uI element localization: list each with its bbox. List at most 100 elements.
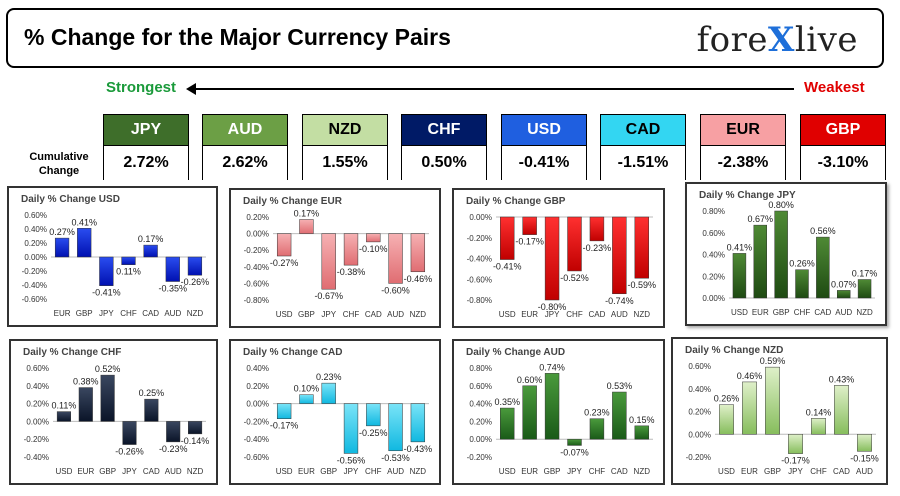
bar-usd bbox=[276, 403, 292, 419]
bar-aud bbox=[612, 216, 627, 295]
x-tick-label: USD bbox=[731, 308, 748, 317]
x-tick-label: AUD bbox=[611, 310, 628, 319]
x-tick-label: CHF bbox=[794, 308, 811, 317]
bar-cad bbox=[144, 398, 159, 422]
data-label: -0.60% bbox=[381, 285, 410, 295]
bar-chart: Daily % Change JPY 0.80% 0.60% 0.40% 0.20% 0.… bbox=[699, 190, 877, 317]
x-tick-label: AUD bbox=[387, 467, 404, 476]
bar-nzd bbox=[634, 216, 649, 279]
data-label: 0.26% bbox=[714, 394, 740, 404]
data-label: -0.10% bbox=[359, 244, 388, 254]
currency-box-jpy: JPY 2.72% bbox=[103, 114, 189, 180]
x-tick-label: EUR bbox=[521, 467, 538, 476]
chart-title: Daily % Change USD bbox=[21, 194, 120, 205]
x-tick-label: CAD bbox=[814, 308, 831, 317]
chart-panel-6: Daily % Change AUD 0.80% 0.60% 0.40% 0.20% 0.… bbox=[452, 339, 665, 485]
data-label: 0.10% bbox=[294, 384, 320, 394]
cumulative-value: 2.62% bbox=[203, 146, 287, 180]
x-tick-label: EUR bbox=[298, 467, 315, 476]
bar-aud bbox=[388, 403, 403, 452]
x-tick-label: JPY bbox=[344, 467, 359, 476]
bar-usd bbox=[732, 253, 747, 299]
bar-aud bbox=[857, 434, 872, 452]
cumulative-value: -1.51% bbox=[601, 146, 685, 180]
data-label: 0.38% bbox=[73, 377, 99, 387]
data-label: 0.60% bbox=[517, 375, 543, 385]
x-tick-label: NZD bbox=[410, 310, 427, 319]
y-tick-label: 0.60% bbox=[24, 211, 47, 220]
y-tick-label: -0.80% bbox=[244, 296, 269, 305]
y-tick-label: 0.80% bbox=[702, 207, 725, 216]
y-tick-label: -0.60% bbox=[22, 295, 47, 304]
x-tick-label: CHF bbox=[343, 310, 360, 319]
bar-jpy bbox=[321, 233, 336, 290]
data-label: -0.17% bbox=[270, 421, 299, 431]
bar-usd bbox=[500, 407, 515, 440]
currency-box-gbp: GBP -3.10% bbox=[800, 114, 886, 180]
x-tick-label: GBP bbox=[320, 467, 337, 476]
bar-chf bbox=[567, 216, 582, 272]
bar-jpy bbox=[788, 434, 803, 454]
data-label: -0.67% bbox=[314, 291, 343, 301]
chart-panel-0: Daily % Change USD 0.60% 0.40% 0.20% 0.00% -0… bbox=[7, 186, 218, 327]
bar-chart: Daily % Change CAD0.40%0.20%0.00%-0.20%-… bbox=[243, 347, 432, 476]
logo-x: X bbox=[768, 20, 795, 60]
y-tick-label: 0.60% bbox=[26, 364, 49, 373]
y-tick-label: -0.80% bbox=[467, 296, 492, 305]
data-label: -0.14% bbox=[181, 436, 210, 446]
bar-chf bbox=[589, 418, 605, 440]
data-label: 0.67% bbox=[748, 214, 774, 224]
y-tick-label: -0.20% bbox=[467, 453, 492, 462]
strongest-label: Strongest bbox=[106, 79, 177, 96]
chart-title: Daily % Change JPY bbox=[699, 190, 796, 201]
bar-gbp bbox=[299, 219, 314, 234]
currency-box-nzd: NZD 1.55% bbox=[302, 114, 388, 180]
forexlive-logo: foreXlive bbox=[697, 20, 858, 60]
data-label: -0.41% bbox=[493, 262, 522, 272]
ranking-arrow bbox=[190, 88, 794, 90]
data-label: 0.46% bbox=[737, 371, 763, 381]
chart-panel-7: Daily % Change NZD 0.60% 0.40% 0.20% 0.00% -0… bbox=[671, 337, 888, 485]
x-tick-label: CAD bbox=[365, 310, 382, 319]
y-tick-label: 0.20% bbox=[246, 213, 269, 222]
chart-panel-5: Daily % Change CAD 0.40% 0.20% 0.00% -0.20% -… bbox=[229, 339, 441, 485]
data-label: -0.23% bbox=[583, 243, 612, 253]
y-tick-label: 0.20% bbox=[688, 408, 711, 417]
y-tick-label: 0.60% bbox=[702, 229, 725, 238]
bar-jpy bbox=[343, 403, 359, 454]
x-tick-label: JPY bbox=[321, 310, 336, 319]
bar-chf bbox=[795, 269, 809, 299]
bar-chart: Daily % Change EUR 0.20% 0.00% -0.20% -0.40%… bbox=[243, 196, 432, 319]
data-label: 0.74% bbox=[539, 362, 565, 372]
bar-nzd bbox=[188, 421, 203, 435]
x-tick-label: NZD bbox=[187, 309, 204, 318]
y-tick-label: 0.40% bbox=[702, 251, 725, 260]
data-label: -0.38% bbox=[337, 267, 366, 277]
bar-usd bbox=[719, 404, 734, 435]
x-tick-label: CHF bbox=[365, 467, 382, 476]
bar-eur bbox=[299, 394, 314, 404]
bar-usd bbox=[56, 411, 71, 422]
bar-nzd bbox=[410, 233, 426, 273]
data-label: 0.11% bbox=[51, 401, 76, 411]
chart-title: Daily % Change AUD bbox=[466, 347, 565, 358]
currency-box-cad: CAD -1.51% bbox=[600, 114, 686, 180]
data-label: -0.26% bbox=[115, 447, 144, 457]
y-tick-label: -0.60% bbox=[244, 279, 269, 288]
weakest-label: Weakest bbox=[804, 79, 865, 96]
data-label: 0.14% bbox=[806, 407, 832, 417]
y-tick-label: 0.20% bbox=[702, 272, 725, 281]
bar-eur bbox=[522, 385, 537, 440]
x-tick-label: AUD bbox=[835, 308, 852, 317]
bar-eur bbox=[753, 224, 768, 299]
data-label: 0.27% bbox=[49, 227, 75, 237]
bar-nzd bbox=[187, 256, 203, 276]
chart-title: Daily % Change GBP bbox=[466, 196, 566, 207]
x-tick-label: CAD bbox=[588, 310, 605, 319]
bar-cad bbox=[589, 216, 605, 242]
bar-usd bbox=[276, 233, 292, 257]
x-tick-label: AUD bbox=[164, 309, 181, 318]
y-tick-label: -0.20% bbox=[22, 267, 47, 276]
currency-box-aud: AUD 2.62% bbox=[202, 114, 288, 180]
cumulative-value: -0.41% bbox=[502, 146, 586, 180]
